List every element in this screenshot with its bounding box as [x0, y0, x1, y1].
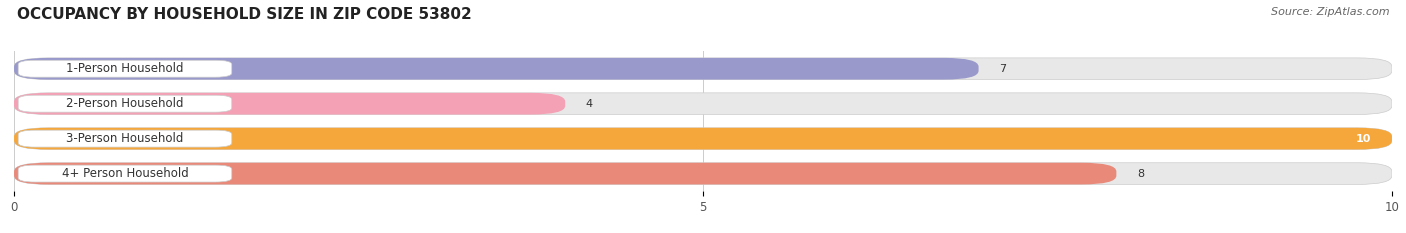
FancyBboxPatch shape [14, 58, 1392, 80]
FancyBboxPatch shape [14, 93, 1392, 115]
Text: 2-Person Household: 2-Person Household [66, 97, 184, 110]
FancyBboxPatch shape [18, 60, 66, 77]
Text: 10: 10 [1355, 134, 1371, 144]
FancyBboxPatch shape [14, 93, 565, 115]
FancyBboxPatch shape [18, 165, 66, 182]
Text: OCCUPANCY BY HOUSEHOLD SIZE IN ZIP CODE 53802: OCCUPANCY BY HOUSEHOLD SIZE IN ZIP CODE … [17, 7, 471, 22]
FancyBboxPatch shape [14, 163, 1116, 185]
Text: 4: 4 [586, 99, 593, 109]
Text: Source: ZipAtlas.com: Source: ZipAtlas.com [1271, 7, 1389, 17]
FancyBboxPatch shape [18, 60, 232, 77]
FancyBboxPatch shape [18, 130, 66, 147]
FancyBboxPatch shape [14, 163, 1392, 185]
FancyBboxPatch shape [14, 128, 1392, 150]
Text: 8: 8 [1137, 169, 1144, 178]
Text: 1-Person Household: 1-Person Household [66, 62, 184, 75]
FancyBboxPatch shape [18, 95, 66, 112]
FancyBboxPatch shape [14, 128, 1392, 150]
FancyBboxPatch shape [18, 130, 232, 147]
Text: 4+ Person Household: 4+ Person Household [62, 167, 188, 180]
Text: 7: 7 [1000, 64, 1007, 74]
FancyBboxPatch shape [18, 95, 232, 112]
FancyBboxPatch shape [14, 58, 979, 80]
FancyBboxPatch shape [18, 165, 232, 182]
Text: 3-Person Household: 3-Person Household [66, 132, 184, 145]
